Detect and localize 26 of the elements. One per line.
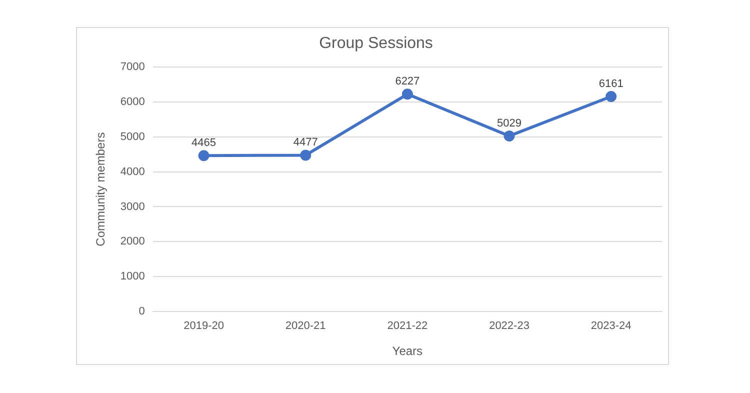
x-tick-label: 2022-23 (489, 320, 530, 332)
point (300, 150, 312, 161)
x-axis-title: Years (392, 344, 423, 358)
x-tick-label: 2020-21 (285, 320, 326, 332)
data-label: 4465 (192, 137, 216, 150)
data-label: 4477 (293, 136, 318, 149)
x-tick-label: 2021-22 (387, 320, 428, 332)
y-tick-label: 0 (138, 305, 145, 318)
x-tick-label: 2023-24 (590, 320, 632, 332)
point (402, 88, 413, 100)
y-tick-label: 6000 (120, 96, 145, 108)
point (198, 150, 210, 162)
data-label: 5029 (497, 117, 522, 130)
data-label: 6227 (395, 76, 420, 88)
point (504, 130, 515, 142)
data-label: 6161 (598, 78, 624, 90)
chart-title: Group Sessions (319, 35, 433, 52)
y-tick-label: 3000 (120, 200, 145, 213)
y-tick-label: 2000 (120, 236, 145, 248)
y-tick-label: 1000 (120, 270, 145, 283)
x-tick-label: 2019-20 (184, 320, 224, 332)
y-axis-title: Community members (94, 132, 108, 246)
y-tick-label: 7000 (120, 61, 145, 74)
y-tick-label: 5000 (120, 131, 145, 144)
point (606, 90, 617, 102)
y-tick-label: 4000 (120, 166, 145, 178)
